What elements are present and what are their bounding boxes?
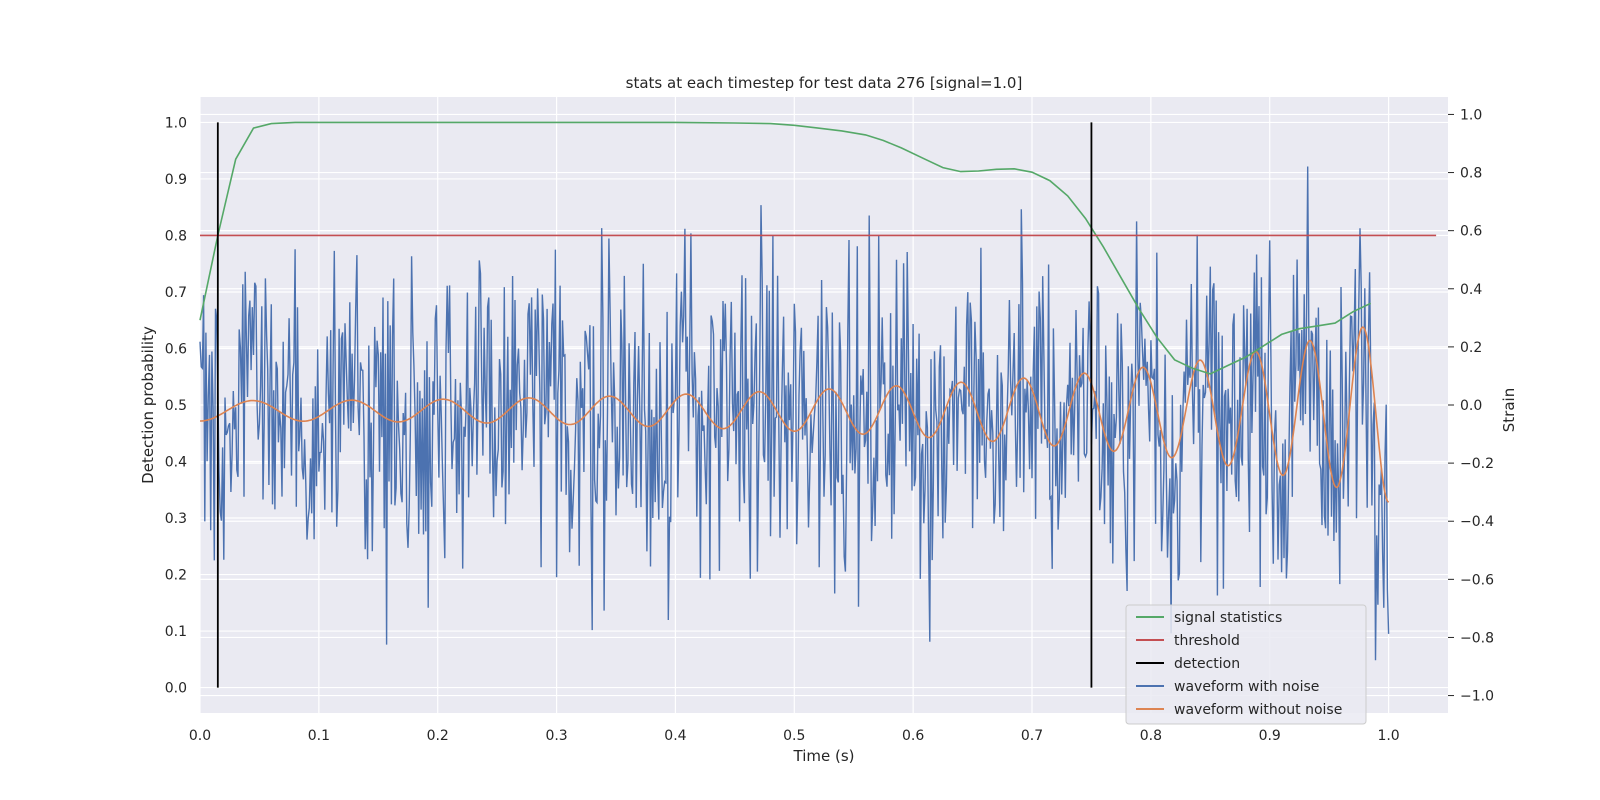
y2-tick-label: −0.2	[1460, 456, 1494, 472]
x-tick-label: 0.2	[427, 728, 449, 744]
x-axis-title: Time (s)	[793, 747, 855, 765]
y2-tick-label: −0.4	[1460, 514, 1494, 530]
legend-label-signal-statistics: signal statistics	[1174, 610, 1282, 626]
y2-tick-label: 0.2	[1460, 340, 1482, 356]
y-tick-label: 0.7	[165, 285, 187, 301]
x-tick-label: 0.1	[308, 728, 330, 744]
series-detection	[216, 122, 1093, 688]
legend-label-waveform-without-noise: waveform without noise	[1174, 702, 1342, 718]
y2-tick-label: 0.6	[1460, 224, 1482, 240]
y-tick-label: 0.6	[165, 341, 187, 357]
x-axis-ticks: 0.0 0.1 0.2 0.3 0.4 0.5 0.6 0.7 0.8 0.9 1.0	[189, 728, 1400, 744]
legend-label-threshold: threshold	[1174, 633, 1240, 649]
y-tick-label: 0.9	[165, 172, 187, 188]
x-tick-label: 0.9	[1259, 728, 1281, 744]
legend-label-waveform-with-noise: waveform with noise	[1174, 679, 1319, 695]
y2-tick-label: −0.6	[1460, 572, 1494, 588]
y-tick-label: 1.0	[165, 115, 187, 131]
y-axis-title: Detection probability	[139, 326, 157, 484]
y2-tick-label: −0.8	[1460, 630, 1494, 646]
legend-label-detection: detection	[1174, 656, 1240, 672]
x-tick-label: 0.7	[1021, 728, 1043, 744]
y2-tick-label: 0.0	[1460, 398, 1482, 414]
y-tick-label: 0.8	[165, 228, 187, 244]
y-tick-label: 0.5	[165, 398, 187, 414]
y-tick-label: 0.4	[165, 455, 187, 471]
y-axis-ticks: 0.0 0.1 0.2 0.3 0.4 0.5 0.6 0.7 0.8 0.9 1.0	[165, 115, 187, 696]
y2-tick-label: −1.0	[1460, 689, 1494, 705]
legend-box	[1125, 604, 1367, 725]
y-tick-label: 0.2	[165, 568, 187, 584]
signal-statistics-line	[199, 121, 1372, 375]
y2-tick-label: 1.0	[1460, 107, 1482, 123]
x-tick-label: 0.5	[783, 728, 805, 744]
y-tick-label: 0.3	[165, 511, 187, 527]
waveform-with-noise-line	[199, 166, 1390, 661]
waveform-without-noise-line	[200, 326, 1390, 503]
x-tick-label: 0.6	[902, 728, 924, 744]
y-tick-label: 0.0	[165, 681, 187, 697]
x-tick-label: 0.0	[189, 728, 211, 744]
x-tick-label: 0.4	[664, 728, 686, 744]
x-tick-label: 0.3	[545, 728, 567, 744]
y2-tick-label: 0.4	[1460, 282, 1482, 298]
x-tick-label: 1.0	[1377, 728, 1399, 744]
y-tick-label: 0.1	[165, 624, 187, 640]
series-signal-statistics	[199, 121, 1372, 375]
x-tick-label: 0.8	[1140, 728, 1162, 744]
series-waveform-with-noise	[199, 166, 1390, 661]
y2-axis-ticks: −1.0 −0.8 −0.6 −0.4 −0.2 0.0 0.2 0.4 0.6 0.8 1.0	[1448, 107, 1494, 705]
legend: signal statistics threshold detection wa…	[1125, 604, 1367, 725]
chart-title: stats at each timestep for test data 276…	[626, 74, 1023, 92]
y2-axis-title: Strain	[1500, 388, 1518, 432]
y2-tick-label: 0.8	[1460, 166, 1482, 182]
series-waveform-without-noise	[200, 326, 1390, 503]
